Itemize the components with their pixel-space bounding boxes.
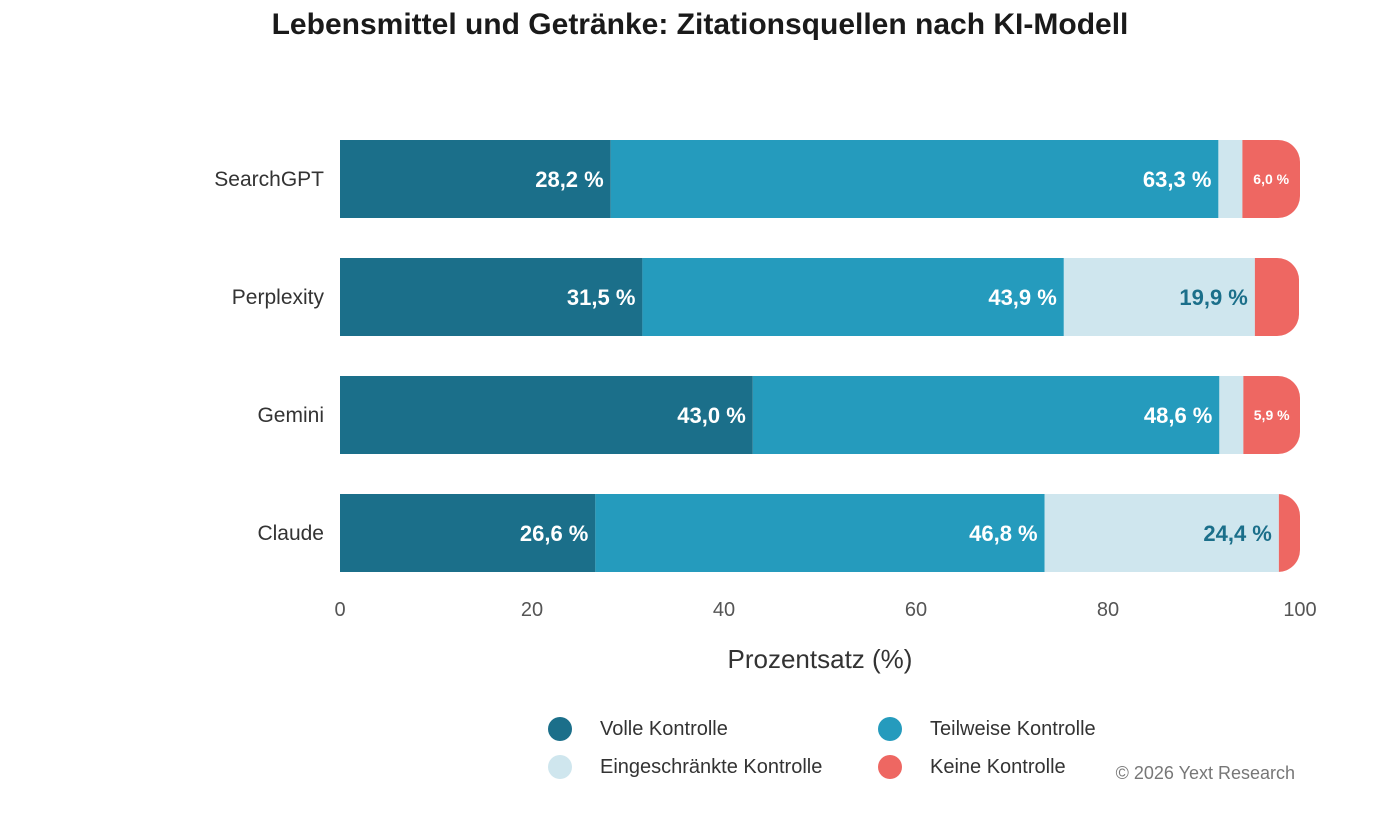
bar-segment (340, 258, 643, 336)
copyright-note: © 2026 Yext Research (1115, 763, 1295, 783)
category-label: SearchGPT (214, 168, 324, 191)
chart-legend: Volle Kontrolle Teilweise Kontrolle Eing… (548, 716, 1138, 786)
bar-segment (1254, 258, 1300, 336)
data-label: 19,9 % (1179, 285, 1248, 310)
chart-title: Lebensmittel und Getränke: Zitationsquel… (271, 8, 1129, 41)
legend-swatch (878, 755, 902, 779)
x-tick-label: 20 (521, 599, 543, 621)
x-tick-label: 0 (334, 599, 345, 621)
data-label: 43,9 % (988, 285, 1057, 310)
legend-swatch (878, 717, 902, 741)
x-axis-label: Prozentsatz (%) (728, 644, 913, 674)
data-label: 6,0 % (1253, 171, 1289, 187)
bar-segment (1278, 494, 1300, 572)
legend-item-teilweise-kontrolle[interactable]: Teilweise Kontrolle (878, 716, 1096, 742)
legend-label: Eingeschränkte Kontrolle (600, 755, 823, 778)
stacked-bar-chart: SearchGPT 28,2 % 63,3 % 6,0 % Perplexity 31,5… (214, 140, 1317, 674)
data-label: 31,5 % (567, 285, 636, 310)
bar-segment (610, 140, 1219, 218)
category-label: Perplexity (232, 286, 325, 309)
legend-swatch (548, 717, 572, 741)
x-tick-label: 80 (1097, 599, 1119, 621)
data-label: 28,2 % (535, 167, 604, 192)
bar-segment (340, 376, 753, 454)
bar-segment (1219, 376, 1244, 454)
bar-segment (642, 258, 1064, 336)
legend-label: Teilweise Kontrolle (930, 717, 1096, 740)
bar-segment (1218, 140, 1243, 218)
data-label: 63,3 % (1143, 167, 1212, 192)
bar-segment (340, 140, 611, 218)
x-tick-label: 40 (713, 599, 735, 621)
x-tick-label: 60 (905, 599, 927, 621)
data-label: 5,9 % (1254, 407, 1290, 423)
bar-segment (1243, 376, 1300, 454)
category-label: Claude (257, 522, 324, 545)
data-label: 26,6 % (520, 521, 589, 546)
data-label: 24,4 % (1203, 521, 1272, 546)
bar-segment (340, 494, 596, 572)
legend-item-eingeschraenkte-kontrolle[interactable]: Eingeschränkte Kontrolle (548, 754, 822, 780)
bar-segment (1044, 494, 1279, 572)
bar-segment (1242, 140, 1300, 218)
bar-segment (595, 494, 1045, 572)
data-label: 46,8 % (969, 521, 1038, 546)
category-label: Gemini (257, 404, 324, 427)
legend-label: Keine Kontrolle (930, 755, 1066, 778)
x-tick-label: 100 (1283, 599, 1316, 621)
bar-segment (1063, 258, 1255, 336)
bar-segment (752, 376, 1220, 454)
data-label: 43,0 % (677, 403, 746, 428)
legend-item-volle-kontrolle[interactable]: Volle Kontrolle (548, 716, 728, 742)
legend-label: Volle Kontrolle (600, 717, 728, 740)
legend-swatch (548, 755, 572, 779)
data-label: 48,6 % (1144, 403, 1213, 428)
legend-item-keine-kontrolle[interactable]: Keine Kontrolle (878, 754, 1066, 780)
